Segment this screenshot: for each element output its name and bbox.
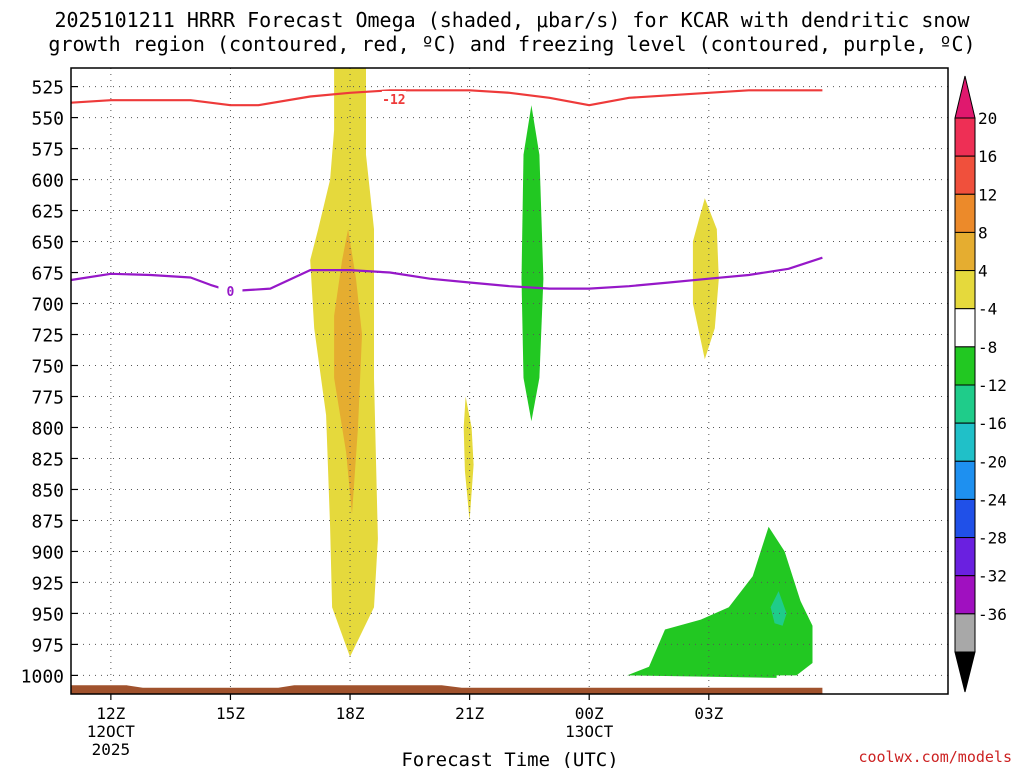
colorbar-swatch-0 [954, 117, 976, 157]
colorbar: 20 16 12 8 4 -4 -8 -12 -16 -20 -24 -28 -32 -36 [954, 75, 1007, 693]
colorbar-label-11: -28 [978, 529, 1007, 548]
contour-label-0: -12 [382, 93, 405, 108]
y-tick-label-925: 925 [31, 573, 64, 594]
x-tick-date-12Z: 12OCT [87, 722, 136, 741]
y-tick-label-575: 575 [31, 140, 64, 161]
colorbar-swatch-8 [954, 422, 976, 462]
y-tick-label-650: 650 [31, 233, 64, 254]
x-tick-label-12Z: 12Z [96, 704, 125, 723]
credit-link[interactable]: coolwx.com/models [858, 748, 1012, 766]
omega-region-1 [334, 229, 362, 515]
contour-label-bg-0 [381, 90, 406, 106]
colorbar-label-7: -12 [978, 376, 1007, 395]
contour-lines: -12 0 [70, 89, 823, 300]
colorbar-label-4: 4 [978, 262, 988, 281]
y-axis: 525 550 575 600 625 650 675 700 725 750 775 800 825 8… [21, 78, 78, 687]
colorbar-swatch-12 [954, 575, 976, 615]
y-tick-label-750: 750 [31, 357, 64, 378]
y-tick-label-775: 775 [31, 387, 64, 408]
contour-line-1 [70, 256, 823, 293]
colorbar-label-5: -4 [978, 300, 997, 319]
plot-frame [70, 67, 949, 695]
colorbar-label-0: 20 [978, 109, 997, 128]
omega-region-5 [627, 526, 813, 678]
colorbar-label-3: 8 [978, 223, 988, 242]
colorbar-swatch-5 [954, 308, 976, 348]
colorbar-swatch-2 [954, 193, 976, 233]
x-tick-year-12Z: 2025 [92, 740, 131, 759]
omega-region-4 [521, 105, 544, 422]
chart-title: 2025101211 HRRR Forecast Omega (shaded, … [0, 8, 1024, 56]
colorbar-swatch-9 [954, 460, 976, 500]
x-tick-label-15Z: 15Z [216, 704, 245, 723]
colorbar-label-9: -20 [978, 452, 1007, 471]
y-tick-label-800: 800 [31, 418, 64, 439]
terrain [71, 685, 823, 694]
colorbar-label-2: 12 [978, 185, 997, 204]
y-tick-label-600: 600 [31, 171, 64, 192]
chart-title-line-1: 2025101211 HRRR Forecast Omega (shaded, … [54, 8, 970, 32]
y-tick-label-950: 950 [31, 604, 64, 625]
contour-label-1: 0 [227, 285, 235, 300]
y-tick-label-700: 700 [31, 295, 64, 316]
colorbar-label-1: 16 [978, 147, 997, 166]
colorbar-swatch-7 [954, 384, 976, 424]
x-tick-date-00Z: 13OCT [565, 722, 614, 741]
y-tick-label-550: 550 [31, 109, 64, 130]
omega-shaded-regions [310, 68, 813, 678]
terrain-fill [71, 685, 823, 694]
x-tick-label-00Z: 00Z [575, 704, 604, 723]
colorbar-swatch-6 [954, 346, 976, 386]
colorbar-label-8: -16 [978, 414, 1007, 433]
colorbar-top-arrow [954, 75, 976, 119]
contour-line-0 [70, 89, 823, 107]
y-tick-label-1000: 1000 [21, 666, 64, 687]
colorbar-bottom-arrow [954, 651, 976, 693]
y-tick-label-725: 725 [31, 326, 64, 347]
y-tick-label-825: 825 [31, 449, 64, 470]
omega-region-6 [770, 591, 787, 626]
y-tick-label-900: 900 [31, 542, 64, 563]
chart-title-line-2: growth region (contoured, red, ºC) and f… [48, 32, 976, 56]
omega-region-2 [463, 396, 474, 521]
grid-lines [71, 68, 948, 694]
colorbar-label-12: -32 [978, 567, 1007, 586]
x-tick-label-03Z: 03Z [694, 704, 723, 723]
x-tick-label-21Z: 21Z [455, 704, 484, 723]
y-tick-label-875: 875 [31, 511, 64, 532]
colorbar-swatch-1 [954, 155, 976, 195]
colorbar-swatch-11 [954, 537, 976, 577]
x-axis-label: Forecast Time (UTC) [401, 749, 618, 768]
y-tick-label-850: 850 [31, 480, 64, 501]
colorbar-label-6: -8 [978, 338, 997, 357]
colorbar-swatch-3 [954, 231, 976, 272]
colorbar-swatch-4 [954, 270, 976, 310]
y-tick-label-525: 525 [31, 78, 64, 99]
colorbar-label-13: -36 [978, 605, 1007, 624]
y-tick-label-975: 975 [31, 635, 64, 656]
y-tick-label-675: 675 [31, 264, 64, 285]
colorbar-swatch-10 [954, 498, 976, 539]
colorbar-swatch-13 [954, 613, 976, 653]
x-tick-label-18Z: 18Z [336, 704, 365, 723]
contour-label-bg-1 [218, 283, 243, 299]
y-tick-label-625: 625 [31, 202, 64, 223]
colorbar-label-10: -24 [978, 490, 1007, 509]
